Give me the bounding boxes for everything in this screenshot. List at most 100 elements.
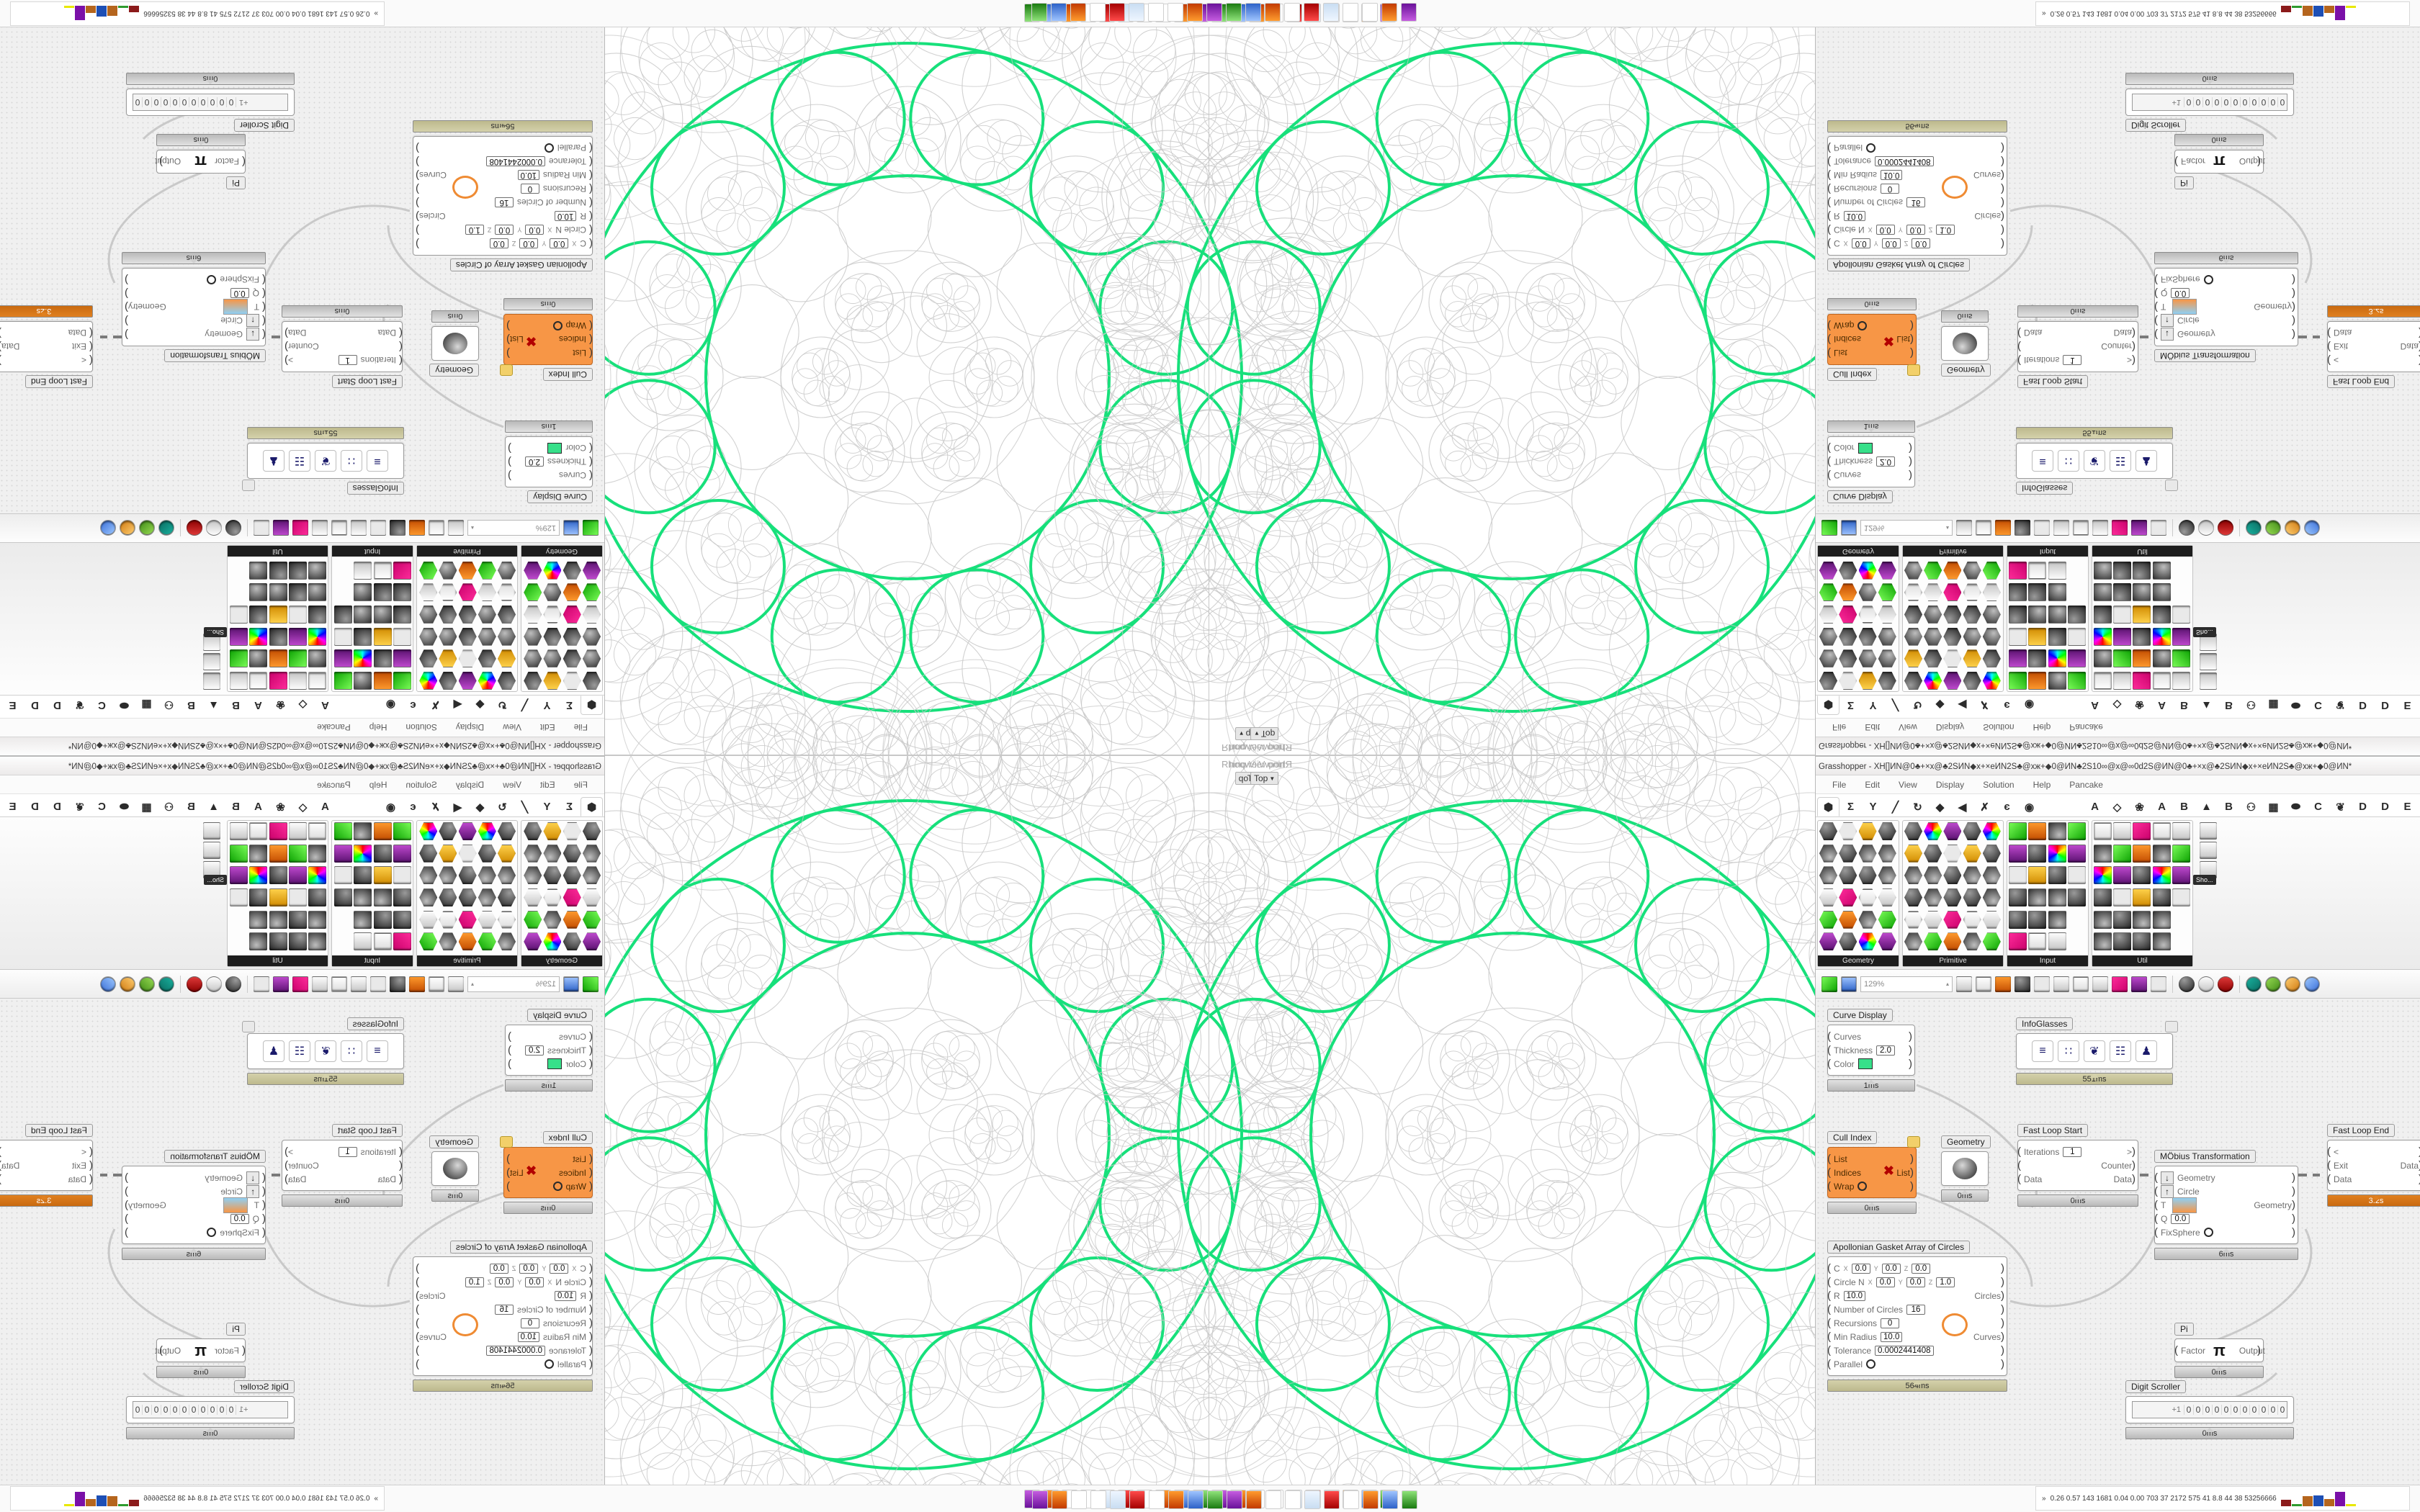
component-icon[interactable] bbox=[1982, 932, 2001, 951]
node-param-row[interactable]: (Q 0.0) bbox=[125, 287, 266, 300]
param-value-input[interactable]: 1 bbox=[2063, 1146, 2082, 1157]
gha-icon[interactable] bbox=[351, 976, 367, 992]
input-port[interactable]: ( bbox=[2174, 1344, 2178, 1356]
node-param-row[interactable]: (Q 0.0) bbox=[2154, 1212, 2295, 1225]
node-pi[interactable]: Pi(Factor π Output) 0ms bbox=[2174, 1323, 2265, 1378]
sphere-orange-icon[interactable] bbox=[120, 976, 135, 992]
component-icon[interactable] bbox=[524, 562, 542, 580]
pan2-icon[interactable] bbox=[2200, 842, 2217, 859]
component-icon[interactable] bbox=[2113, 844, 2132, 863]
component-icon[interactable] bbox=[544, 583, 562, 601]
output-port[interactable]: ) bbox=[508, 469, 511, 482]
node-param-row[interactable]: (Curves) bbox=[1827, 1030, 1912, 1043]
pan2-icon[interactable] bbox=[203, 842, 220, 859]
component-icon[interactable] bbox=[459, 911, 477, 929]
ribbon-group-primitive[interactable]: Primitive bbox=[416, 820, 518, 967]
tag-icon[interactable]: ❦ bbox=[315, 450, 336, 472]
node-param-row[interactable]: (Data) bbox=[2327, 1172, 2420, 1186]
component-icon[interactable] bbox=[1839, 562, 1857, 580]
ribbon-tab-0[interactable]: ⬢ bbox=[1817, 696, 1839, 715]
ribbon-tab-r10[interactable]: C bbox=[2314, 801, 2322, 813]
node-geometry-param[interactable]: Geometry 0ms bbox=[429, 310, 479, 377]
node-body[interactable]: (↓ Geometry)(↑ Circle)(T Geometry)(Q 0.0)(Fi… bbox=[122, 268, 266, 346]
component-icon[interactable] bbox=[2113, 606, 2132, 624]
sphere-orange-icon[interactable] bbox=[2285, 976, 2300, 992]
ribbon-tab-r14[interactable]: E bbox=[9, 699, 17, 711]
component-icon[interactable] bbox=[393, 583, 411, 602]
ellipsis-icon[interactable]: ≡ bbox=[367, 1040, 388, 1062]
ribbon-tab-8[interactable]: є bbox=[410, 699, 416, 711]
rhino-toolbar-bottom[interactable] bbox=[864, 1489, 1585, 1511]
component-icon[interactable] bbox=[1839, 583, 1857, 601]
component-icon[interactable] bbox=[308, 822, 326, 840]
rhino-viewport-area[interactable] bbox=[605, 0, 1815, 1512]
component-icon[interactable] bbox=[1943, 628, 1961, 646]
output-port[interactable]: ) bbox=[125, 315, 128, 327]
component-icon[interactable] bbox=[478, 628, 496, 646]
output-port[interactable]: ) bbox=[2001, 1317, 2004, 1329]
scroller-sign[interactable]: +1 bbox=[239, 1405, 248, 1414]
component-icon[interactable] bbox=[230, 822, 248, 840]
param-value-input[interactable]: 0.0 bbox=[230, 1213, 249, 1224]
new-file-icon[interactable] bbox=[1821, 520, 1837, 536]
sphere-blue-icon[interactable] bbox=[100, 976, 116, 992]
component-icon[interactable] bbox=[308, 844, 326, 863]
floppy-green-icon[interactable] bbox=[1031, 3, 1048, 22]
component-icon[interactable] bbox=[2048, 866, 2066, 885]
input-port[interactable]: ( bbox=[262, 1212, 266, 1225]
component-icon[interactable] bbox=[393, 649, 411, 668]
component-icon[interactable] bbox=[308, 561, 326, 580]
node-curve-display[interactable]: Curve Display(Curves)(Thickness 2.0)(Colo… bbox=[1827, 420, 1915, 503]
component-icon[interactable] bbox=[2009, 583, 2027, 602]
ribbon-tab-r8[interactable]: ▦ bbox=[2268, 801, 2279, 814]
param-value-input[interactable]: 16 bbox=[1906, 197, 1926, 208]
book-icon[interactable] bbox=[2073, 976, 2089, 992]
digit-scroller-track[interactable]: +1 0 0 0 0 0 0 0 0 0 0 0 bbox=[2132, 94, 2287, 111]
input-port[interactable]: ( bbox=[89, 327, 93, 339]
node-body[interactable]: +1 0 0 0 0 0 0 0 0 0 0 0 bbox=[2125, 1396, 2294, 1423]
node-param-row[interactable]: (Data) bbox=[0, 1172, 93, 1186]
menu-item-edit[interactable]: Edit bbox=[539, 779, 555, 790]
ribbon-group-grid[interactable] bbox=[228, 557, 328, 691]
node-param-row[interactable]: (Iterations 1 >) bbox=[2017, 1145, 2136, 1158]
component-icon[interactable] bbox=[419, 932, 437, 950]
component-icon[interactable] bbox=[230, 672, 248, 690]
component-icon[interactable] bbox=[2028, 822, 2047, 840]
component-icon[interactable] bbox=[354, 672, 372, 690]
puzzle-icon[interactable]: ♟ bbox=[263, 450, 284, 472]
node-param-row[interactable]: (C X 0.0 Y 0.0 Z 0.0) bbox=[416, 237, 593, 251]
output-port[interactable]: ) bbox=[2292, 1171, 2295, 1184]
input-port[interactable]: ( bbox=[2017, 1146, 2021, 1158]
scroller-digit[interactable]: 0 bbox=[171, 1405, 180, 1415]
component-icon[interactable] bbox=[2133, 627, 2151, 646]
component-icon[interactable] bbox=[2113, 866, 2132, 885]
param-value-input[interactable]: 0.0 bbox=[550, 1263, 569, 1274]
output-port[interactable]: ) bbox=[1910, 347, 1914, 359]
tag-icon[interactable]: ❦ bbox=[2084, 450, 2105, 472]
stack-icon[interactable]: ☷ bbox=[289, 450, 310, 472]
floppy-green-icon[interactable] bbox=[1401, 1490, 1417, 1509]
node-body[interactable]: ≡ ∷ ❦ ☷ ♟ bbox=[2016, 443, 2178, 491]
output-port[interactable]: ) bbox=[125, 274, 128, 286]
component-icon[interactable] bbox=[419, 845, 437, 863]
arrow-up-icon[interactable]: ↑ bbox=[246, 314, 259, 328]
node-param-row[interactable]: (Factor π Output) bbox=[2174, 1341, 2265, 1359]
node-param-row[interactable]: (↓ Geometry) bbox=[125, 1171, 266, 1184]
node-body[interactable]: (C X 0.0 Y 0.0 Z 0.0)(Circle N X 0.0 Y 0.0 Z 1.0)(R 1… bbox=[413, 136, 593, 256]
node-flag-icon[interactable] bbox=[1907, 1136, 1920, 1148]
magnet-icon[interactable] bbox=[2015, 520, 2030, 536]
component-icon[interactable] bbox=[498, 888, 516, 906]
node-param-row[interactable]: (Data Data) bbox=[284, 326, 403, 340]
ribbon-tab-7[interactable]: ✗ bbox=[1980, 801, 1989, 814]
firefox2-icon[interactable] bbox=[1070, 1490, 1087, 1509]
output-port[interactable]: ) bbox=[508, 1044, 511, 1056]
canvas-toolbar[interactable]: 129%▴▾ bbox=[1816, 970, 2420, 999]
fit-icon[interactable] bbox=[1956, 976, 1972, 992]
grasshopper-window[interactable]: Grasshopper - XH[]ИN@0♣+×х@♣2SИN◆х+×еИN2… bbox=[1815, 0, 2420, 756]
canvas-toolbar[interactable]: 129%▴▾ bbox=[0, 513, 604, 542]
input-port[interactable]: ( bbox=[1827, 210, 1831, 222]
ribbon-tab-r11[interactable]: ❦ bbox=[75, 801, 84, 814]
component-icon[interactable] bbox=[1819, 910, 1837, 929]
